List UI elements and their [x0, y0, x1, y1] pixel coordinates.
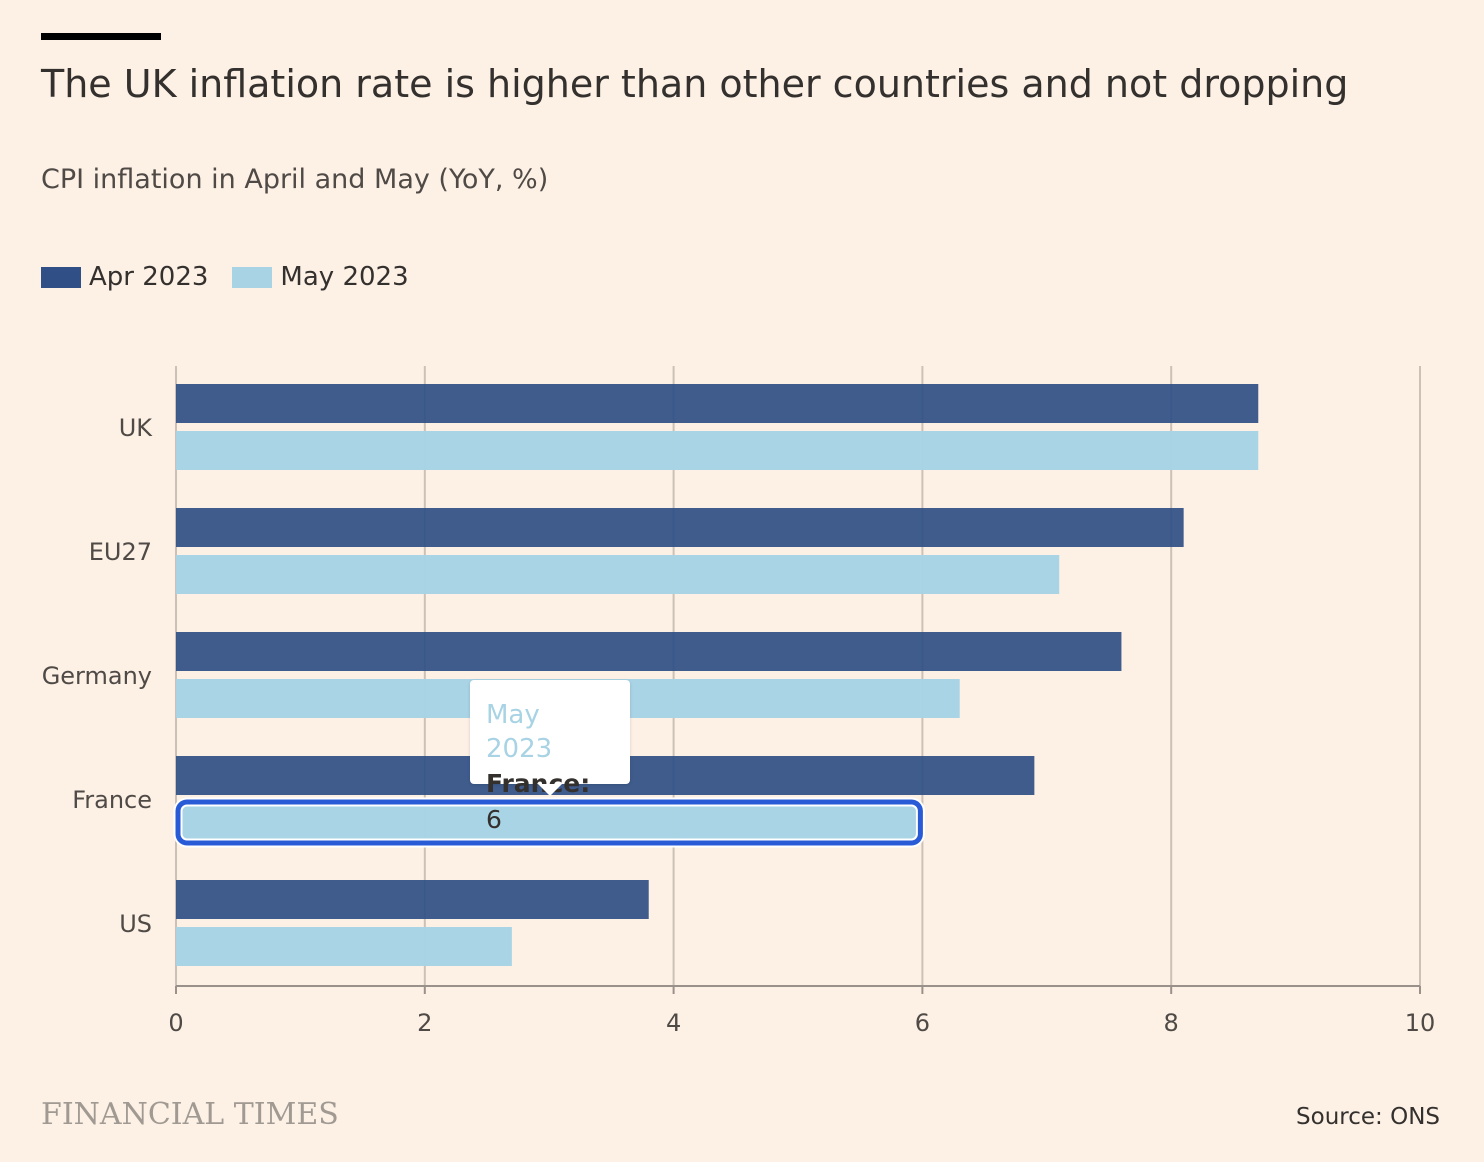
legend-swatch-apr [41, 266, 81, 288]
category-label-france: France [72, 786, 152, 814]
tooltip-value-line: France: 6 [486, 766, 614, 838]
bar-us-apr[interactable] [176, 880, 649, 919]
tooltip: May 2023 France: 6 [470, 680, 630, 834]
source-note: Source: ONS [1296, 1104, 1440, 1130]
brand-logo: FINANCIAL TIMES [41, 1097, 339, 1132]
legend-swatch-may [232, 266, 273, 288]
chart-title: The UK inflation rate is higher than oth… [41, 62, 1349, 106]
chart-subtitle: CPI inflation in April and May (YoY, %) [41, 164, 549, 195]
bar-france-may[interactable] [176, 803, 923, 842]
bar-uk-apr[interactable] [176, 384, 1259, 423]
category-label-uk: UK [119, 414, 154, 442]
legend-item-apr[interactable]: Apr 2023 [41, 262, 208, 292]
x-tick-label-0: 0 [168, 1009, 183, 1037]
bar-germany-apr[interactable] [176, 632, 1122, 671]
x-tick-label-2: 2 [417, 1009, 432, 1037]
bar-uk-may[interactable] [176, 431, 1259, 470]
category-label-us: US [119, 910, 152, 938]
x-tick-label-8: 8 [1164, 1009, 1179, 1037]
highlight-outline [175, 799, 923, 846]
legend-label-apr: Apr 2023 [89, 262, 209, 292]
legend: Apr 2023 May 2023 [41, 262, 433, 292]
legend-label-may: May 2023 [280, 262, 409, 292]
category-label-eu27: EU27 [89, 538, 152, 566]
tooltip-category: France: [486, 769, 591, 798]
x-tick-label-10: 10 [1405, 1009, 1436, 1037]
tooltip-series: May 2023 [486, 700, 553, 764]
x-tick-label-6: 6 [915, 1009, 930, 1037]
category-label-germany: Germany [42, 662, 152, 690]
bar-eu27-apr[interactable] [176, 508, 1184, 547]
tooltip-value: 6 [486, 805, 502, 834]
legend-item-may[interactable]: May 2023 [232, 262, 409, 292]
bar-eu27-may[interactable] [176, 555, 1060, 594]
x-tick-label-4: 4 [666, 1009, 681, 1037]
bar-us-may[interactable] [176, 927, 512, 966]
top-rule [41, 33, 161, 40]
